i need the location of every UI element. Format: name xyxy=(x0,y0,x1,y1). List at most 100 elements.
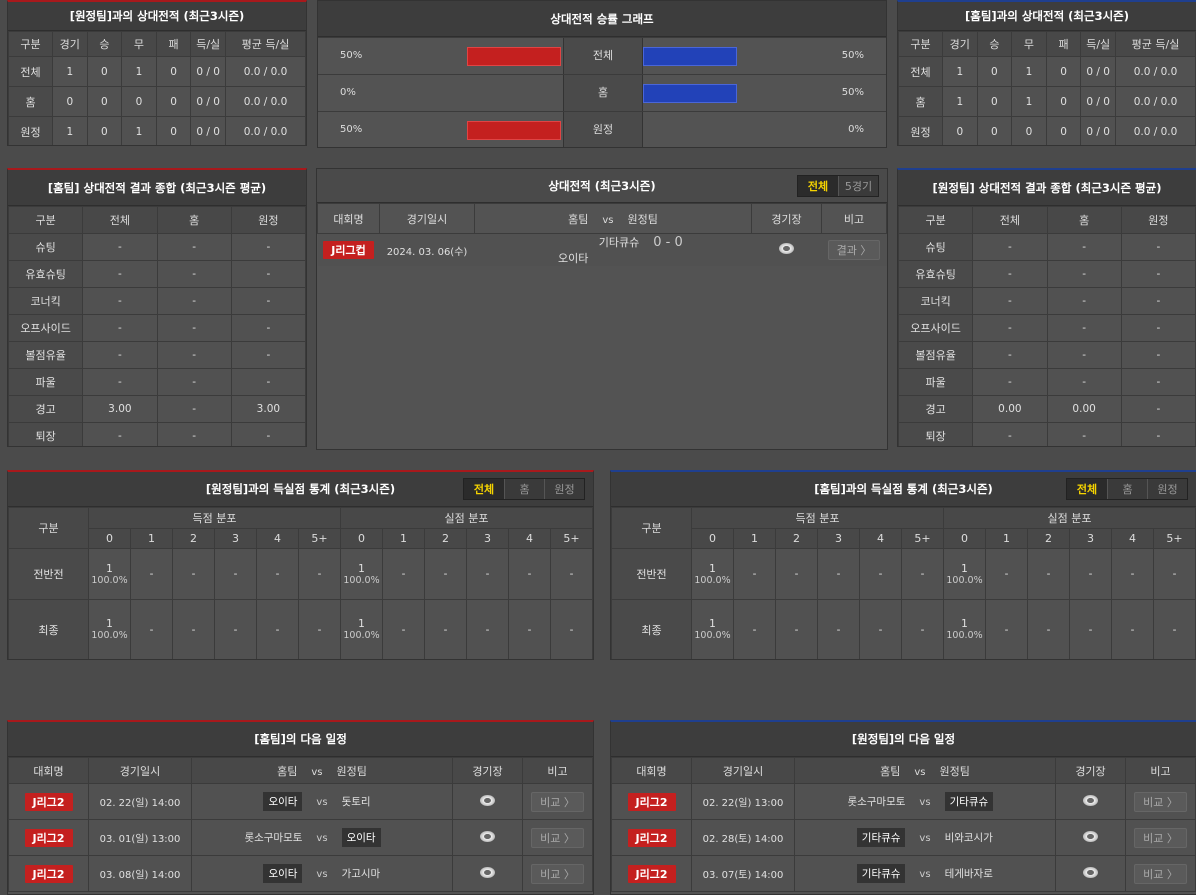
compare-button[interactable]: 비교 〉 xyxy=(531,791,584,812)
away-team[interactable]: 가고시마 xyxy=(341,868,381,880)
col-header-text: 비고 xyxy=(547,764,568,778)
date-cell: 02. 22(일) 14:00 xyxy=(88,783,192,820)
cell-value: - xyxy=(82,314,158,342)
panel-title-text: [홈팀]과의 득실점 통계 (최근3시즌) xyxy=(814,482,993,496)
cell-value: - xyxy=(82,260,158,288)
compare-button[interactable]: 비교 〉 xyxy=(1134,827,1187,848)
col-header-text: 비고 xyxy=(843,212,865,226)
bucket-header: 3 xyxy=(817,528,860,549)
tab-0[interactable]: 전체 xyxy=(798,175,838,196)
count-value: - xyxy=(794,568,799,580)
col-header: 득/실 xyxy=(1080,31,1116,57)
result-button[interactable]: 결과 〉 xyxy=(827,240,881,260)
dist-cell: - xyxy=(382,548,425,600)
tab-group: 전체 홈 원정 xyxy=(463,478,585,500)
away-team[interactable]: 기타큐슈 xyxy=(944,792,994,811)
panel-title: [원정팀]과의 득실점 통계 (최근3시즌) 전체 홈 원정 xyxy=(8,472,593,507)
stadium-cell xyxy=(452,783,523,820)
home-team[interactable]: 오이타 xyxy=(263,792,303,811)
cell-value: - xyxy=(1046,314,1122,342)
percent-value: 100.0% xyxy=(343,630,380,641)
league-badge[interactable]: J리그2 xyxy=(627,828,676,847)
cell-value: 0.0 / 0.0 xyxy=(225,86,306,117)
tab-2[interactable]: 원정 xyxy=(544,479,584,499)
home-win-bar xyxy=(643,84,737,103)
conceded-header: 실점 분포 xyxy=(340,507,593,529)
stadium-icon[interactable] xyxy=(1083,794,1098,806)
goals-away-panel: [원정팀]과의 득실점 통계 (최근3시즌) 전체 홈 원정 구분 득점 분포 실점 분포 0… xyxy=(7,470,594,660)
league-badge[interactable]: J리그2 xyxy=(627,864,676,883)
league-badge[interactable]: J리그2 xyxy=(627,792,676,811)
home-team[interactable]: 기타큐슈 xyxy=(598,236,640,249)
cell-value: 0 / 0 xyxy=(190,86,226,117)
tab-0[interactable]: 전체 xyxy=(1067,479,1107,499)
away-team[interactable]: 돗토리 xyxy=(341,796,371,808)
home-team[interactable]: 오이타 xyxy=(263,864,303,883)
row-label: 슈팅 xyxy=(8,233,84,261)
col-header: 대회명 xyxy=(317,203,380,234)
col-header: 승 xyxy=(86,31,123,57)
stadium-icon[interactable] xyxy=(480,830,495,842)
home-team[interactable]: 롯소구마모토 xyxy=(847,796,906,808)
tab-2[interactable]: 원정 xyxy=(1147,479,1187,499)
tab-1[interactable]: 홈 xyxy=(504,479,544,499)
panel-title-text: [원정팀]과의 득실점 통계 (최근3시즌) xyxy=(205,482,396,496)
bucket-header: 5+ xyxy=(1153,528,1196,549)
home-team[interactable]: 기타큐슈 xyxy=(856,864,906,883)
compare-button[interactable]: 비교 〉 xyxy=(531,863,584,884)
away-team[interactable]: 테게바자로 xyxy=(944,868,993,880)
compare-button[interactable]: 비교 〉 xyxy=(531,827,584,848)
table-row: 오프사이드 - - - xyxy=(898,314,1196,342)
home-team[interactable]: 롯소구마모토 xyxy=(244,832,303,844)
table-row: 전반전 1 100.0% - - - - -1 100.0% - - - - - xyxy=(611,548,1196,600)
col-header: 홈팀 vs 원정팀 xyxy=(191,757,453,784)
stadium-icon[interactable] xyxy=(480,866,495,878)
table-row: 경고 3.00-3.00 xyxy=(8,395,306,423)
action-cell: 결과 〉 xyxy=(821,233,887,266)
cell-value: - xyxy=(1120,368,1196,396)
table-row: J리그2 03. 08(일) 14:00 오이타 vs 가고시마 비교 〉 xyxy=(8,855,593,892)
tab-0[interactable]: 전체 xyxy=(464,479,504,499)
cell-value: - xyxy=(1120,233,1196,261)
league-badge[interactable]: J리그2 xyxy=(24,864,73,883)
league-badge[interactable]: J리그컵 xyxy=(323,241,374,259)
bucket-header: 1 xyxy=(382,528,425,549)
league-badge[interactable]: J리그2 xyxy=(24,828,73,847)
away-team[interactable]: 오이타 xyxy=(341,828,381,847)
bucket-header: 4 xyxy=(859,528,902,549)
league-badge[interactable]: J리그2 xyxy=(24,792,73,811)
compare-button[interactable]: 비교 〉 xyxy=(1134,791,1187,812)
stadium-icon[interactable] xyxy=(1083,830,1098,842)
home-team[interactable]: 기타큐슈 xyxy=(856,828,906,847)
col-header: 경기 xyxy=(942,31,978,57)
compare-button[interactable]: 비교 〉 xyxy=(1134,863,1187,884)
col-header: 원정 xyxy=(230,206,306,234)
away-team[interactable]: 오이타 xyxy=(558,252,589,265)
panel-title: [홈팀]의 다음 일정 xyxy=(8,722,593,757)
header-row: 구분 전체 홈 원정 xyxy=(8,206,306,234)
stadium-icon[interactable] xyxy=(480,794,495,806)
col-header: 홈 xyxy=(156,206,232,234)
dist-cell: - xyxy=(775,599,818,659)
graph-row-label: 원정 xyxy=(563,112,643,147)
stadium-icon[interactable] xyxy=(1083,866,1098,878)
count-value: 1 xyxy=(961,562,968,575)
dist-cell: - xyxy=(130,548,173,600)
away-team[interactable]: 비와코시가 xyxy=(944,832,993,844)
tab-1[interactable]: 5경기 xyxy=(838,175,878,196)
graph-row: 50% 50% 전체 xyxy=(318,37,886,74)
stadium-icon[interactable] xyxy=(779,243,794,254)
bucket-header: 5+ xyxy=(550,528,593,549)
cell-value: - xyxy=(972,260,1048,288)
col-header-text: 대회명 xyxy=(636,764,667,778)
header-row: 구분 경기 승 무 패 득/실 평균 득/실 xyxy=(898,31,1196,57)
cell-value: - xyxy=(156,341,232,369)
dist-cell: - xyxy=(214,599,257,659)
row-label: 전체 xyxy=(8,56,53,87)
next-home-panel: [홈팀]의 다음 일정 대회명 경기일시 홈팀 vs 원정팀 경기장 비고 J리그2 02. 22… xyxy=(7,720,594,895)
cell-value: 0.0 / 0.0 xyxy=(225,56,306,87)
tab-1[interactable]: 홈 xyxy=(1107,479,1147,499)
table-row: 전체 1 0 1 0 0 / 0 0.0 / 0.0 xyxy=(898,56,1196,87)
cell-value: - xyxy=(156,395,232,423)
percent-value: 100.0% xyxy=(946,630,983,641)
